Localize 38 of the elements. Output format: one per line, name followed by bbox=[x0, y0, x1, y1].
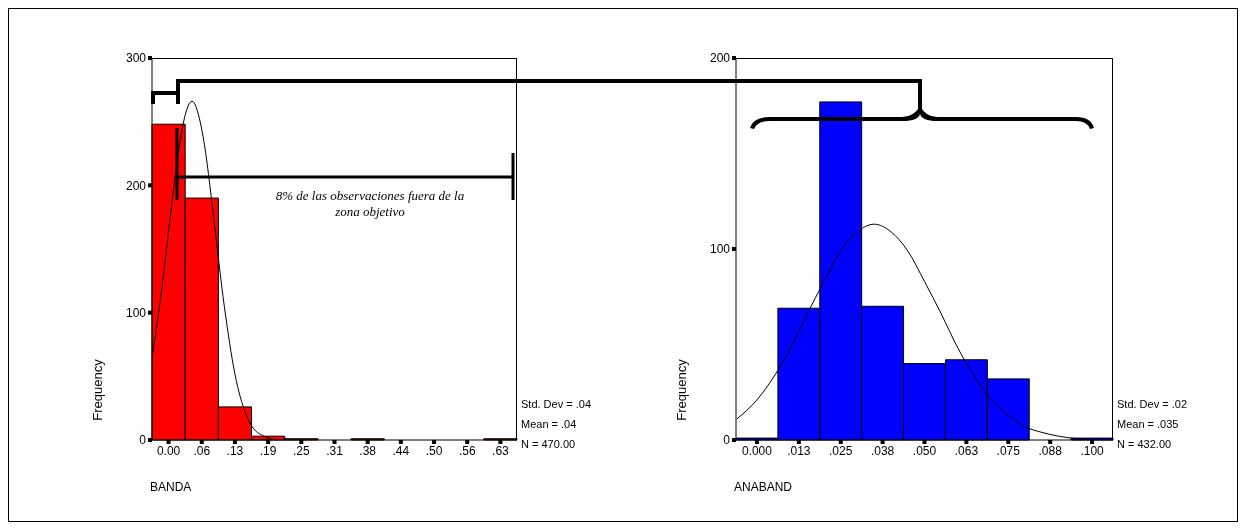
y-tick-label: 300 bbox=[125, 51, 147, 66]
x-tick-label: .31 bbox=[326, 443, 344, 458]
y-tick-label: 200 bbox=[709, 51, 731, 66]
text: Mean = .035 bbox=[1117, 418, 1179, 430]
x-tick-label: .088 bbox=[1038, 443, 1063, 458]
text: N = 432.00 bbox=[1117, 438, 1172, 450]
text: N = 470.00 bbox=[521, 438, 576, 450]
text: Mean = .04 bbox=[521, 418, 577, 430]
y-tick-label: 200 bbox=[125, 178, 147, 193]
y-axis-title: Frequency bbox=[89, 359, 105, 421]
x-tick-label: 0.00 bbox=[156, 443, 181, 458]
annotation: 8% de las observaciones fuera de la zona objetivo bbox=[274, 188, 466, 220]
text: Std. Dev = .02 bbox=[1117, 398, 1188, 410]
x-tick-label: .025 bbox=[829, 443, 853, 458]
x-tick-label: .44 bbox=[392, 443, 410, 458]
x-axis-title: ANABAND bbox=[734, 480, 793, 494]
x-tick-label: .050 bbox=[912, 443, 937, 458]
x-tick-label: .100 bbox=[1080, 443, 1105, 458]
text: Std. Dev = .04 bbox=[521, 398, 592, 410]
y-tick-label: 0 bbox=[139, 433, 147, 448]
x-tick-label: .25 bbox=[292, 443, 310, 458]
x-tick-label: .13 bbox=[226, 443, 244, 458]
x-tick-label: .56 bbox=[458, 443, 476, 458]
x-tick-label: .075 bbox=[996, 443, 1021, 458]
y-tick-label: 100 bbox=[125, 305, 147, 320]
x-tick-label: .38 bbox=[359, 443, 377, 458]
x-tick-label: .50 bbox=[425, 443, 443, 458]
x-tick-label: .06 bbox=[193, 443, 211, 458]
x-tick-label: .013 bbox=[787, 443, 811, 458]
x-axis-title: BANDA bbox=[150, 480, 192, 494]
y-tick-label: 100 bbox=[709, 242, 731, 257]
y-axis-title: Frequency bbox=[673, 359, 689, 421]
x-tick-label: .038 bbox=[870, 443, 895, 458]
x-tick-label: .063 bbox=[954, 443, 979, 458]
x-tick-label: 0.000 bbox=[741, 443, 773, 458]
x-tick-label: .63 bbox=[492, 443, 510, 458]
y-tick-label: 0 bbox=[723, 433, 731, 448]
x-tick-label: .19 bbox=[259, 443, 277, 458]
